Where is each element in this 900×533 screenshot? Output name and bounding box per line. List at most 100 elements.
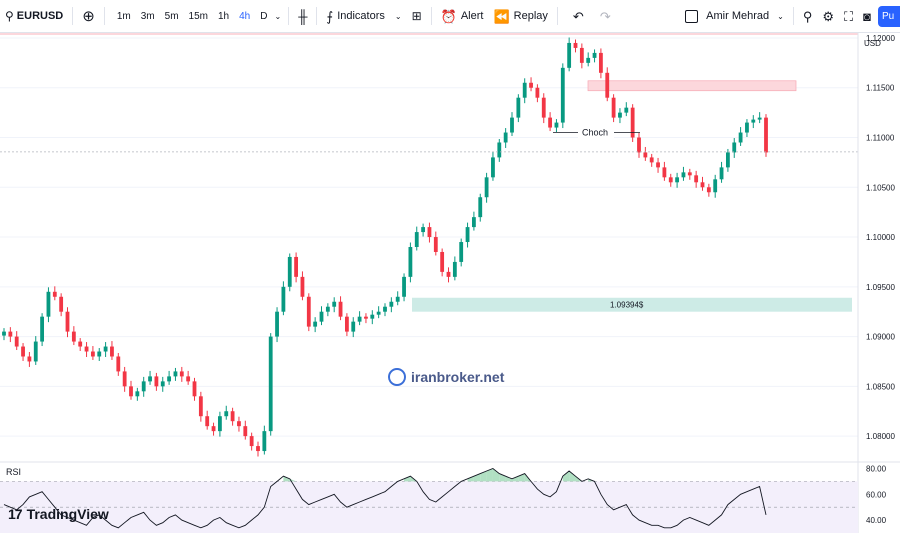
candle-body (421, 227, 426, 233)
candle-body (351, 321, 356, 332)
candle-body (313, 321, 318, 327)
timeframe-d[interactable]: D (260, 10, 268, 22)
toolbar-divider (103, 7, 105, 25)
candle-body (141, 381, 146, 392)
timeframe-1h[interactable]: 1h (218, 10, 230, 22)
candle-body (668, 177, 673, 183)
candle-body (491, 157, 495, 178)
templates-button[interactable]: ⊞ (407, 0, 427, 33)
timeframe-1m[interactable]: 1m (116, 10, 131, 22)
candle-body (364, 316, 368, 319)
candle-body (745, 122, 749, 133)
templates-icon: ⊞ (411, 8, 422, 23)
toolbar-divider (556, 7, 558, 25)
candle-body (592, 52, 597, 58)
candle-body (535, 87, 540, 98)
candle-body (541, 97, 546, 118)
candle-body (732, 142, 737, 153)
candle-body (471, 217, 476, 228)
candle-body (427, 227, 432, 238)
price-tick-label: 1.08000 (866, 432, 895, 441)
alert-label: Alert (460, 10, 484, 22)
candle-body (262, 431, 267, 452)
demand-zone (412, 297, 852, 312)
candle-body (370, 314, 375, 319)
rsi-overbought-fill (492, 468, 500, 482)
candle-body (687, 172, 692, 176)
rsi-tick-label: 80.00 (866, 464, 887, 473)
candle-body (579, 47, 584, 63)
candlestick-series (2, 37, 768, 457)
timeframe-4h[interactable]: 4h (239, 10, 251, 22)
candle-body (249, 436, 254, 447)
chevron-down-icon[interactable]: ⌄ (274, 11, 282, 21)
rsi-tick-label: 60.00 (866, 490, 887, 499)
indicators-button[interactable]: ⨍ Indicators ⌄ (321, 0, 406, 33)
timeframe-3m[interactable]: 3m (140, 10, 155, 22)
redo-icon: ↷ (599, 8, 611, 24)
candle-body (402, 276, 406, 297)
tradingview-brand: TradingView (26, 506, 109, 522)
candle-body (700, 182, 705, 188)
candle-body (8, 331, 13, 337)
alert-button[interactable]: ⏰ Alert (436, 0, 489, 33)
fullscreen-button[interactable]: ⛶ (839, 0, 858, 33)
candle-body (40, 316, 45, 342)
replay-button[interactable]: ⏪ Replay (488, 0, 552, 33)
layout-button[interactable]: Amir Mehrad ⌄ (680, 0, 789, 33)
chevron-down-icon: ⌄ (394, 11, 402, 21)
price-chart[interactable]: 1.10856Choch1.09394$ 1.120001.115001.110… (0, 33, 900, 533)
candle-body (65, 311, 70, 332)
rsi-overbought-fill (480, 471, 487, 482)
candle-body (46, 291, 51, 317)
publish-button[interactable]: Pu (878, 6, 900, 27)
undo-icon: ↶ (572, 8, 584, 24)
candle-body (325, 306, 330, 312)
tradingview-mark-icon: 17 (8, 506, 23, 522)
symbol-search[interactable]: ⚲ EURUSD (0, 0, 68, 33)
undo-button[interactable]: ↶ (562, 0, 595, 33)
rsi-label: RSI (6, 467, 21, 477)
symbol-label: EURUSD (16, 10, 64, 22)
zoom-button[interactable]: ⚲ (798, 0, 818, 33)
candle-body (300, 276, 305, 297)
timeframe-5m[interactable]: 5m (164, 10, 179, 22)
candle-body (389, 301, 394, 307)
add-symbol-button[interactable]: ⊕ (77, 0, 100, 33)
candle-body (27, 356, 32, 362)
fullscreen-icon: ⛶ (844, 8, 854, 24)
snapshot-button[interactable]: ◙ (858, 0, 876, 33)
candle-body (706, 187, 711, 193)
candle-body (567, 42, 572, 68)
candle-body (224, 411, 229, 417)
candle-body (649, 157, 654, 163)
candle-body (357, 316, 362, 322)
candle-body (440, 251, 445, 272)
supply-zone (587, 80, 797, 92)
redo-button[interactable]: ↷ (595, 0, 616, 33)
watermark: iranbroker.net (388, 368, 504, 386)
candle-body (713, 179, 718, 193)
tradingview-logo[interactable]: 17 TradingView (8, 506, 109, 522)
candle-body (243, 426, 248, 437)
candle-body (230, 411, 235, 422)
chart-annotations: 1.10856Choch1.09394$ (0, 126, 900, 310)
rsi-overbought-fill (562, 471, 570, 482)
rsi-overbought-fill (283, 476, 290, 482)
timeframe-15m[interactable]: 15m (188, 10, 208, 22)
chart-type-button[interactable]: ╫ (293, 0, 312, 33)
candle-body (135, 391, 140, 397)
candle-body (605, 72, 610, 98)
price-tick-label: 1.11000 (866, 134, 895, 143)
candle-body (256, 446, 260, 452)
settings-icon: ⚙ (822, 8, 835, 24)
settings-button[interactable]: ⚙ (817, 0, 839, 33)
candle-body (459, 242, 464, 262)
candle-body (719, 167, 724, 180)
price-tick-label: 1.12000 (866, 34, 895, 43)
candle-body (287, 256, 292, 287)
candle-body (160, 381, 165, 387)
candle-body (643, 152, 648, 158)
candle-body (598, 52, 603, 73)
candle-body (548, 117, 553, 128)
